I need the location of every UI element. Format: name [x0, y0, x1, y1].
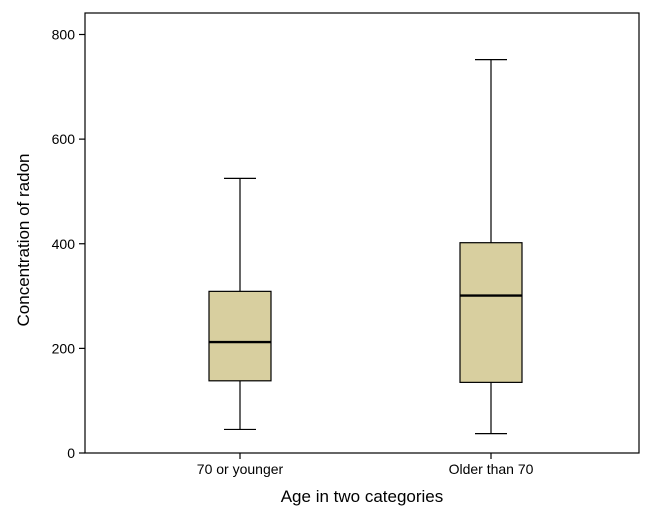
iqr-box [459, 242, 523, 383]
x-axis-title: Age in two categories [281, 487, 444, 506]
iqr-box [208, 290, 272, 382]
y-axis-ticks: 0 200 400 600 800 [52, 27, 85, 461]
x-tick-label: 70 or younger [197, 461, 284, 477]
plot-frame [84, 12, 640, 454]
y-tick-label: 200 [52, 340, 76, 356]
x-tick-label: Older than 70 [449, 461, 534, 477]
box-group [459, 59, 523, 435]
y-tick-label: 800 [52, 27, 76, 43]
box-group [208, 177, 272, 431]
x-axis-ticks: 70 or younger Older than 70 [197, 453, 534, 477]
y-tick-label: 400 [52, 236, 76, 252]
box-series [208, 59, 523, 435]
y-tick-label: 0 [67, 445, 75, 461]
y-tick-label: 600 [52, 131, 76, 147]
y-axis-title: Concentration of radon [14, 154, 33, 327]
